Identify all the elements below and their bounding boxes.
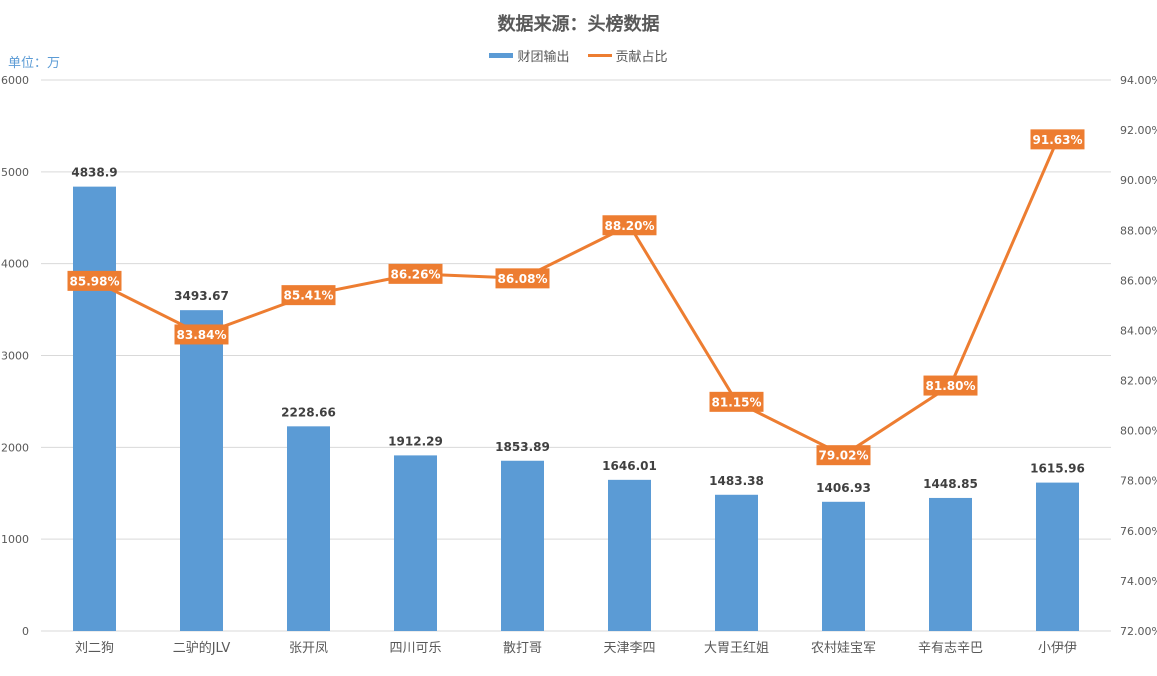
line-value-label: 79.02% (819, 449, 869, 463)
right-axis-tick: 88.00% (1120, 224, 1157, 237)
bar (501, 460, 544, 631)
right-axis: 72.00% 74.00% 76.00% 78.00% 80.00% 82.00% 84.0… (1120, 74, 1157, 638)
category-label: 大胃王红姐 (704, 640, 769, 656)
line-value-label: 81.80% (926, 379, 976, 393)
bar-value-label: 1483.38 (709, 474, 764, 488)
line-label-box (495, 268, 550, 289)
right-axis-tick: 82.00% (1120, 375, 1157, 388)
bar (287, 426, 330, 631)
line-label-box (174, 324, 229, 345)
line-value-label: 81.15% (712, 395, 762, 409)
bar-value-label: 1448.85 (923, 477, 978, 491)
category-label: 天津李四 (603, 641, 655, 656)
line-value-label: 85.98% (70, 274, 120, 288)
legend-line-swatch-icon (587, 54, 612, 57)
line-value-label: 88.20% (605, 219, 655, 233)
category-label: 辛有志辛巴 (918, 641, 983, 656)
right-axis-tick: 86.00% (1120, 274, 1157, 287)
legend-item-line[interactable]: 贡献占比 (587, 46, 668, 65)
line-label-box (816, 445, 871, 466)
line-value-label: 86.26% (391, 267, 441, 281)
right-axis-tick: 80.00% (1120, 425, 1157, 438)
bar-value-label: 4838.9 (71, 166, 117, 180)
right-axis-tick: 90.00% (1120, 174, 1157, 187)
right-axis-tick: 94.00% (1120, 74, 1157, 87)
left-axis-tick: 4000 (1, 258, 29, 271)
right-axis-tick: 74.00% (1120, 575, 1157, 588)
bar-data-labels: 4838.9 3493.67 2228.66 1912.29 1853.89 1646.0… (71, 166, 1084, 495)
bar (394, 455, 437, 631)
bar-value-label: 1853.89 (495, 440, 550, 454)
bar-value-label: 3493.67 (174, 289, 229, 303)
line-label-box (709, 391, 764, 412)
bar (1036, 482, 1079, 631)
category-axis: 刘二狗 二驴的JLV 张开凤 四川可乐 散打哥 天津李四 大胃王红姐 农村娃宝军 辛有志辛巴 小伊… (75, 640, 1077, 656)
category-label: 小伊伊 (1038, 641, 1077, 656)
bar-value-label: 1646.01 (602, 459, 657, 473)
bar (715, 494, 758, 631)
right-axis-tick: 72.00% (1120, 625, 1157, 638)
legend-line-label: 贡献占比 (615, 50, 668, 65)
bar (929, 497, 972, 631)
left-axis-tick: 2000 (1, 441, 29, 454)
category-label: 二驴的JLV (173, 640, 231, 656)
bar-value-label: 1912.29 (388, 434, 443, 448)
line-value-label: 91.63% (1033, 133, 1083, 147)
right-axis-tick: 78.00% (1120, 475, 1157, 488)
line-label-box (281, 285, 336, 306)
right-axis-tick: 84.00% (1120, 324, 1157, 337)
bar (180, 310, 223, 631)
bar-value-label: 2228.66 (281, 405, 336, 419)
left-axis-tick: 1000 (1, 533, 29, 546)
left-axis-tick: 5000 (1, 166, 29, 179)
left-axis-tick: 3000 (1, 350, 29, 363)
left-axis-tick: 6000 (1, 74, 29, 87)
legend-bar-swatch-icon (489, 53, 514, 58)
chart-title: 数据来源：头榜数据 (497, 14, 660, 35)
bar (73, 186, 116, 631)
line-label-box (67, 270, 122, 291)
bar (608, 479, 651, 631)
category-label: 四川可乐 (389, 641, 441, 656)
line-data-labels: 85.98% 83.84% 85.41% 86.26% 86.08% 88.20% 81.1… (67, 129, 1085, 466)
category-label: 散打哥 (503, 641, 542, 656)
right-axis-tick: 92.00% (1120, 124, 1157, 137)
line-label-box (602, 215, 657, 236)
line-label-box (1030, 129, 1085, 150)
category-label: 农村娃宝军 (811, 641, 876, 656)
right-axis-tick: 76.00% (1120, 525, 1157, 538)
legend-item-bar[interactable]: 财团输出 (489, 46, 570, 65)
left-axis-tick: 0 (22, 625, 29, 638)
unit-label: 单位：万 (8, 56, 61, 71)
line-value-label: 85.41% (284, 289, 334, 303)
category-label: 刘二狗 (75, 641, 114, 656)
line-series (93, 138, 1059, 457)
legend-bar-label: 财团输出 (517, 50, 570, 65)
bar-value-label: 1615.96 (1030, 462, 1085, 476)
line-label-box (923, 375, 978, 396)
left-axis: 0 1000 2000 3000 4000 5000 6000 (1, 74, 29, 638)
bar (822, 501, 865, 631)
line-value-label: 83.84% (177, 328, 227, 342)
line-label-box (388, 263, 443, 284)
legend: 财团输出 贡献占比 (0, 46, 1157, 65)
bar-value-label: 1406.93 (816, 481, 871, 495)
category-label: 张开凤 (289, 641, 328, 656)
line-value-label: 86.08% (498, 272, 548, 286)
bar-series (73, 186, 1079, 631)
line-path (93, 138, 1059, 457)
